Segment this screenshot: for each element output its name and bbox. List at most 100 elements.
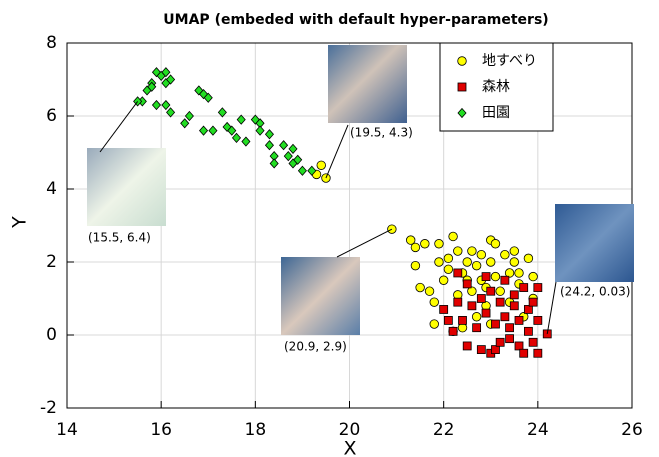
point bbox=[443, 264, 454, 275]
point bbox=[467, 246, 477, 256]
point bbox=[424, 286, 435, 296]
point bbox=[533, 283, 543, 292]
point bbox=[505, 334, 514, 344]
point bbox=[495, 297, 505, 307]
point bbox=[415, 282, 425, 293]
legend-marker bbox=[457, 56, 467, 66]
y-axis-label: Y bbox=[9, 216, 31, 229]
point bbox=[307, 165, 317, 176]
point bbox=[533, 315, 543, 325]
point bbox=[462, 341, 472, 351]
point bbox=[453, 246, 463, 256]
point bbox=[448, 326, 458, 336]
point bbox=[472, 323, 482, 333]
point bbox=[471, 312, 482, 322]
x-tick-label: 14 bbox=[56, 420, 78, 440]
annotation-leader bbox=[546, 281, 557, 334]
point bbox=[166, 74, 176, 85]
point bbox=[434, 257, 444, 267]
point bbox=[203, 92, 213, 103]
annotation-label: (19.5, 4.3) bbox=[350, 126, 413, 140]
x-tick-label: 18 bbox=[245, 420, 267, 440]
point bbox=[500, 249, 510, 260]
point bbox=[288, 143, 298, 154]
point bbox=[236, 114, 246, 125]
y-tick-label: 4 bbox=[46, 179, 57, 199]
point bbox=[453, 268, 463, 278]
point bbox=[217, 107, 227, 118]
legend-marker bbox=[457, 107, 467, 119]
annotation-leader bbox=[325, 124, 349, 179]
point bbox=[462, 257, 472, 267]
y-tick-label: -2 bbox=[40, 398, 57, 418]
point bbox=[528, 297, 538, 307]
point bbox=[180, 118, 190, 129]
point bbox=[147, 81, 157, 92]
point bbox=[448, 231, 458, 242]
point bbox=[241, 136, 251, 147]
point bbox=[264, 140, 274, 151]
point bbox=[476, 249, 487, 260]
point bbox=[476, 345, 486, 355]
x-axis-label: X bbox=[343, 438, 356, 457]
point bbox=[514, 268, 524, 278]
point bbox=[161, 67, 171, 78]
x-tick-label: 16 bbox=[150, 420, 172, 440]
point bbox=[533, 348, 543, 358]
point bbox=[524, 305, 533, 314]
point bbox=[491, 319, 500, 329]
point bbox=[462, 279, 472, 289]
annotation-label: (20.9, 2.9) bbox=[284, 340, 347, 354]
point bbox=[406, 235, 416, 245]
point bbox=[231, 132, 242, 144]
point bbox=[490, 271, 501, 282]
x-tick-label: 24 bbox=[527, 420, 549, 440]
point bbox=[467, 301, 477, 311]
point bbox=[509, 290, 519, 300]
point bbox=[161, 99, 171, 111]
point bbox=[438, 275, 449, 285]
point bbox=[509, 301, 519, 311]
y-tick-label: 2 bbox=[46, 252, 57, 272]
x-tick-label: 20 bbox=[339, 420, 361, 440]
point bbox=[471, 260, 482, 271]
legend-label: 田園 bbox=[482, 105, 510, 121]
point bbox=[495, 337, 505, 347]
y-tick-label: 8 bbox=[46, 33, 57, 53]
point bbox=[166, 107, 176, 118]
point bbox=[523, 253, 534, 264]
point bbox=[269, 158, 279, 169]
point bbox=[283, 151, 293, 162]
point bbox=[199, 125, 209, 136]
y-tick-label: 6 bbox=[46, 106, 57, 126]
point bbox=[316, 160, 326, 170]
annotation-label: (24.2, 0.03) bbox=[560, 285, 630, 299]
point bbox=[491, 345, 500, 355]
point bbox=[500, 312, 510, 322]
y-tick-label: 0 bbox=[46, 325, 57, 345]
point bbox=[264, 129, 274, 140]
point bbox=[467, 286, 477, 296]
point bbox=[434, 239, 444, 249]
point bbox=[490, 239, 501, 249]
point bbox=[514, 315, 524, 325]
point bbox=[199, 88, 209, 100]
point bbox=[255, 125, 265, 136]
point bbox=[495, 286, 505, 296]
legend-label: 地すべり bbox=[482, 53, 537, 69]
point bbox=[439, 305, 449, 314]
point bbox=[293, 154, 303, 165]
point bbox=[528, 271, 538, 282]
point bbox=[443, 315, 453, 325]
inset-image bbox=[281, 257, 360, 335]
inset-image bbox=[328, 45, 407, 123]
point bbox=[509, 246, 519, 256]
point bbox=[500, 275, 510, 285]
chart-title: UMAP (embeded with default hyper-paramet… bbox=[163, 12, 548, 28]
point bbox=[476, 294, 486, 303]
legend-marker bbox=[457, 82, 467, 92]
inset-image bbox=[87, 148, 166, 226]
point bbox=[519, 348, 529, 358]
point bbox=[514, 341, 524, 351]
